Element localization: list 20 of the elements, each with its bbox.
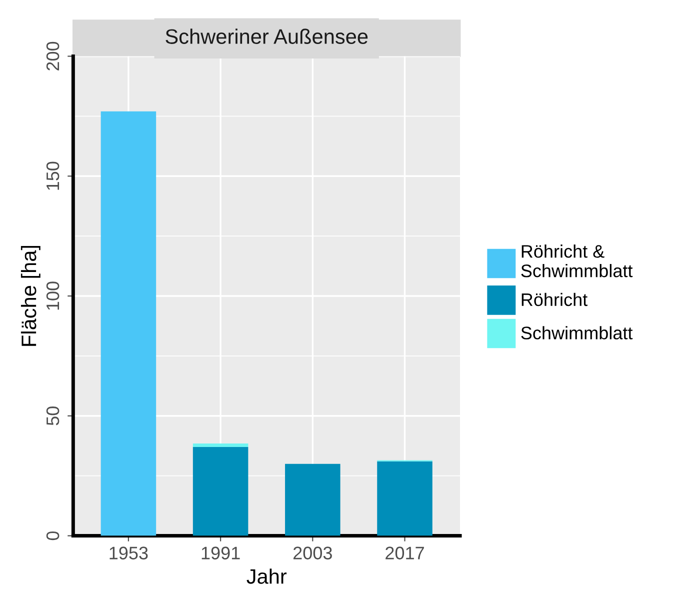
y-tick-label: 0 (46, 531, 60, 540)
legend-label: Röhricht (522, 292, 588, 306)
bar (100, 111, 156, 536)
y-tick-label: 200 (46, 42, 60, 70)
x-tick-label: 1953 (110, 546, 148, 560)
bar (192, 447, 248, 536)
bar (285, 464, 340, 536)
legend-label: Röhricht & Schwimmblatt (521, 244, 633, 278)
y-tick-label: 50 (46, 406, 60, 426)
x-tick-label: 2017 (386, 546, 424, 560)
bar (192, 443, 248, 448)
y-tick-label: 150 (46, 162, 60, 190)
legend-label: Schwimmblatt (521, 326, 633, 340)
y-tick-label: 100 (46, 282, 60, 310)
chart-title: Schweriner Außensee (166, 28, 368, 44)
x-axis-title: Jahr (246, 568, 287, 584)
y-axis-title: Fläche [ha] (20, 246, 40, 346)
x-tick-label: 1991 (202, 546, 240, 560)
x-tick-label: 2003 (293, 546, 332, 560)
bar (377, 461, 432, 536)
